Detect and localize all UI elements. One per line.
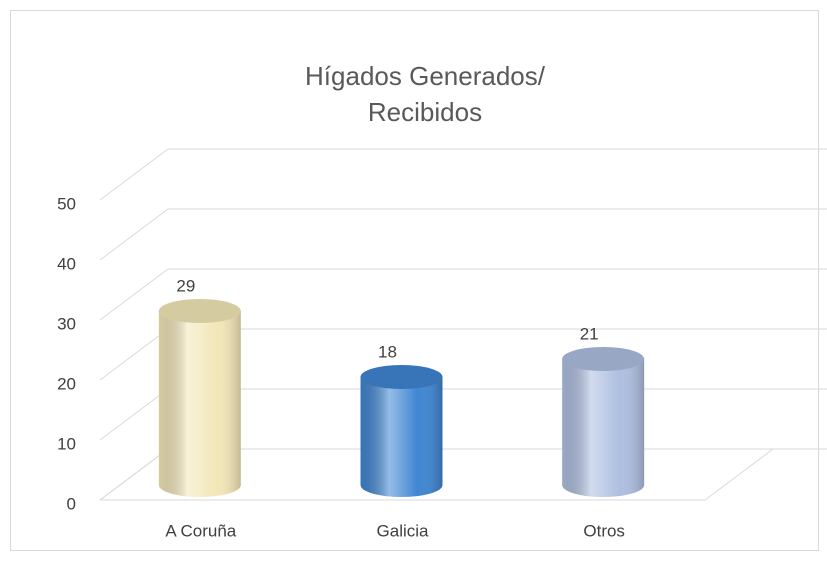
y-tick-label: 50 [57,194,76,213]
data-label: 29 [176,276,195,295]
bar-top [562,347,645,371]
bar-top [158,299,241,323]
x-tick-label: Galicia [377,521,430,540]
bar-top [360,365,443,389]
y-tick-label: 30 [57,314,76,333]
y-tick-label: 10 [57,434,76,453]
bar-sheen [360,377,443,497]
grid-line-side [99,448,169,501]
chart-border [10,10,819,551]
bar-sheen [562,359,645,497]
y-tick-label: 0 [67,494,76,513]
floor-right-edge [704,448,774,501]
data-label: 21 [580,324,599,343]
x-tick-label: A Coruña [165,521,236,540]
bar-sheen [158,311,241,497]
bar [360,365,443,497]
y-tick-label: 40 [57,254,76,273]
bar-top-shade [562,347,645,371]
grid-line-side [99,388,169,441]
bar-top-shade [360,365,443,389]
y-tick-label: 20 [57,374,76,393]
grid-line-side [99,208,169,261]
bar [158,299,241,497]
bar [562,347,645,497]
bar-top-shade [158,299,241,323]
x-tick-label: Otros [583,521,625,540]
grid-line-side [99,148,169,201]
data-label: 18 [378,342,397,361]
chart-title: Hígados Generados/ Recibidos [305,61,545,127]
grid-line-side [99,268,169,321]
grid-line-side [99,328,169,381]
